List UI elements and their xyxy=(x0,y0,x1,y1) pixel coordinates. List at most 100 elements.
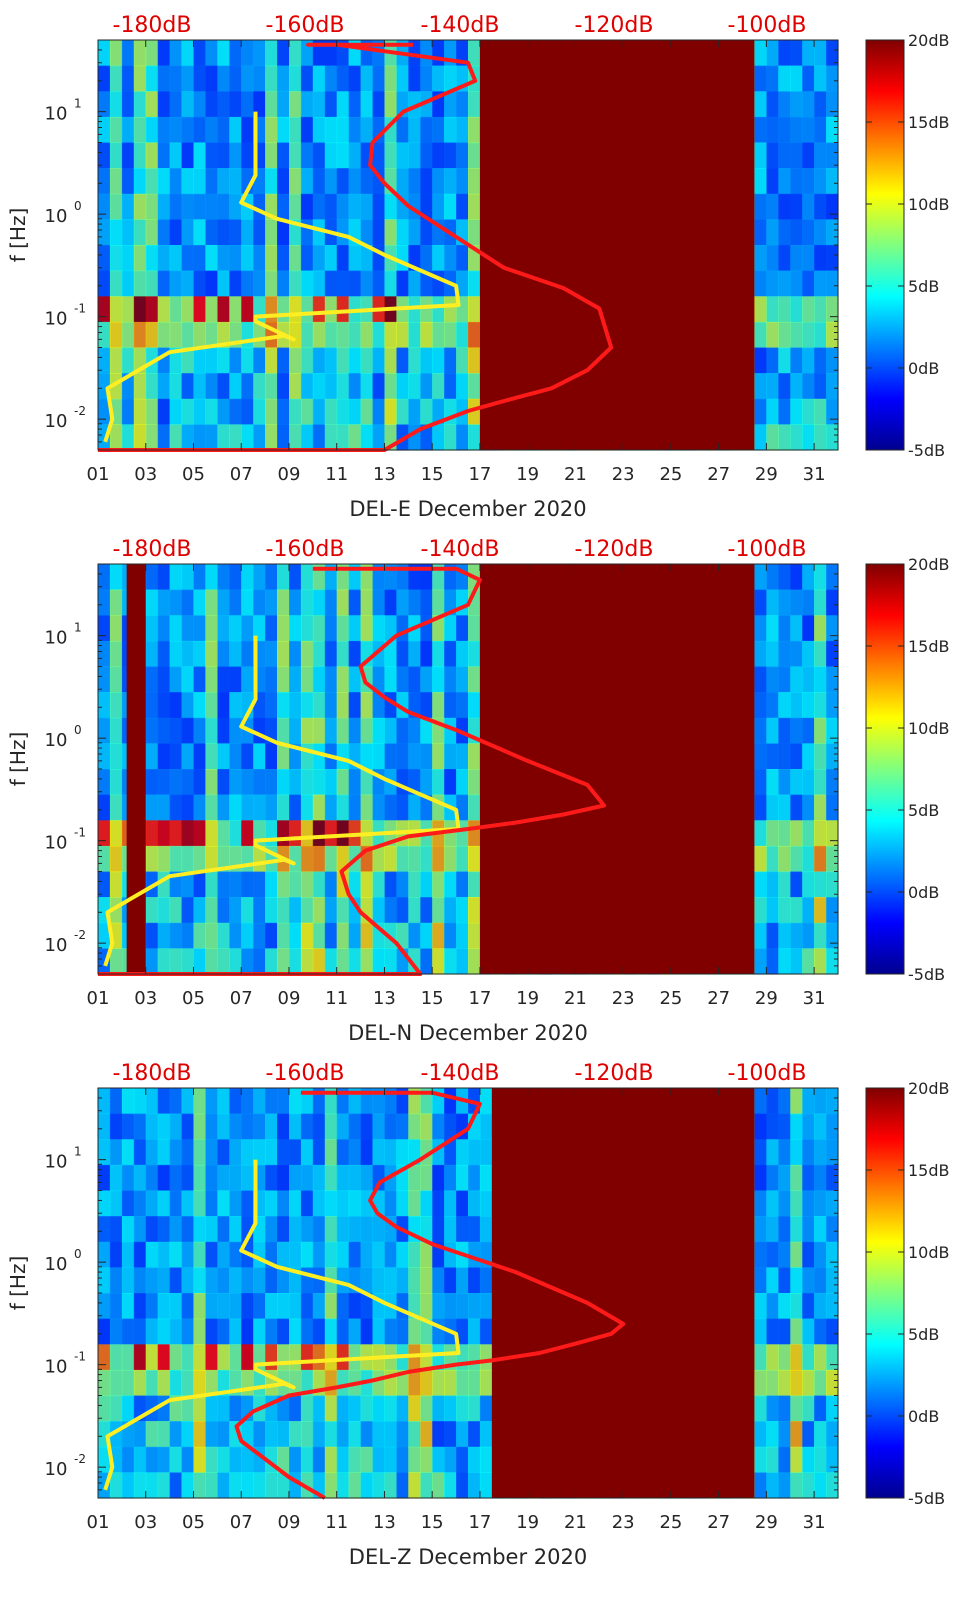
spectrogram-cell xyxy=(289,91,302,118)
spectrogram-cell xyxy=(312,640,326,668)
spectrogram-cell xyxy=(229,1293,242,1320)
spectrogram-cell xyxy=(300,1446,314,1473)
spectrogram-cell xyxy=(778,692,791,719)
spectrogram-cell xyxy=(157,1267,171,1294)
spectrogram-cell xyxy=(277,1113,290,1140)
spectrogram-cell xyxy=(444,666,457,693)
spectrogram-cell xyxy=(384,1113,397,1140)
spectrogram-cell xyxy=(241,373,254,400)
spectrogram-cell xyxy=(778,219,791,246)
spectrogram-cell xyxy=(360,589,374,616)
spectrogram-cell xyxy=(98,219,111,246)
spectrogram-cell xyxy=(312,1446,326,1473)
spectrogram-cell xyxy=(360,1241,374,1268)
spectrogram-cell xyxy=(145,820,159,847)
spectrogram-cell xyxy=(98,347,111,374)
spectrogram-cell xyxy=(289,193,302,220)
spectrogram-cell xyxy=(145,717,159,744)
spectrogram-cell xyxy=(217,871,230,898)
spectrogram-cell xyxy=(432,1216,445,1243)
spectrogram-cell xyxy=(826,245,839,272)
spectrogram-cell xyxy=(408,270,421,297)
spectrogram-cell xyxy=(193,1395,206,1422)
spectrogram-cell xyxy=(766,1164,779,1192)
spectrogram-cell xyxy=(193,424,206,451)
spectrogram-cell xyxy=(802,1472,815,1499)
spectrogram-cell xyxy=(121,1113,135,1140)
spectrogram-cell xyxy=(312,168,326,195)
spectrogram-cell xyxy=(265,871,278,898)
spectrogram-cell xyxy=(229,922,242,949)
spectrogram-cell xyxy=(826,820,839,847)
spectrogram-cell xyxy=(802,1293,815,1320)
spectrogram-cell xyxy=(289,1369,302,1397)
spectrogram-cell xyxy=(826,666,839,693)
spectrogram-cell xyxy=(384,142,397,169)
spectrogram-cell xyxy=(217,1369,230,1397)
spectrogram-cell xyxy=(408,398,421,425)
spectrogram-cell xyxy=(229,948,242,975)
x-tick-label: 11 xyxy=(325,464,348,485)
spectrogram-cell xyxy=(444,1113,457,1140)
spectrogram-cell xyxy=(181,168,194,195)
spectrogram-cell xyxy=(205,615,218,642)
spectrogram-cell xyxy=(802,424,815,451)
spectrogram-cell xyxy=(109,1113,123,1140)
spectrogram-cell xyxy=(372,1164,385,1192)
spectrogram-cell xyxy=(145,922,159,949)
spectrogram-cell xyxy=(432,769,445,796)
spectrogram-cell xyxy=(157,1318,171,1345)
spectrogram-cell xyxy=(121,321,135,349)
spectrogram-cell xyxy=(468,1369,481,1397)
spectrogram-cell xyxy=(754,692,767,719)
spectrogram-cell xyxy=(289,922,302,949)
spectrogram-cell xyxy=(778,1241,791,1268)
spectrogram-cell xyxy=(766,589,779,616)
spectrogram-cell xyxy=(814,424,827,451)
spectrogram-cell xyxy=(396,1395,409,1422)
spectrogram-cell xyxy=(324,922,338,949)
spectrogram-cell xyxy=(420,871,433,898)
spectrogram-cell xyxy=(169,640,183,668)
spectrogram-cell xyxy=(229,1216,242,1243)
spectrogram-cell xyxy=(217,65,230,92)
spectrogram-cell xyxy=(432,948,445,975)
spectrogram-cell xyxy=(300,1139,314,1166)
spectrogram-cell xyxy=(157,321,171,349)
spectrogram-cell xyxy=(348,398,362,425)
spectrogram-cell xyxy=(432,65,445,92)
spectrogram-cell xyxy=(181,1139,194,1166)
spectrogram-cell xyxy=(169,1318,183,1345)
spectrogram-cell xyxy=(802,948,815,975)
spectrogram-cell xyxy=(133,1369,147,1397)
spectrogram-cell xyxy=(396,398,409,425)
spectrogram-cell xyxy=(826,692,839,719)
spectrogram-cell xyxy=(408,666,421,693)
spectrogram-cell xyxy=(300,1190,314,1217)
spectrogram-cell xyxy=(300,692,314,719)
spectrogram-cell xyxy=(468,321,481,349)
spectrogram-cell xyxy=(802,1267,815,1294)
spectrogram-cell xyxy=(384,1472,397,1499)
colorbar-tick-label: 0dB xyxy=(908,1407,939,1426)
spectrogram-cell xyxy=(98,615,111,642)
spectrogram-cell xyxy=(98,871,111,898)
spectrogram-cell xyxy=(217,845,230,873)
spectrogram-cell xyxy=(468,1395,481,1422)
spectrogram-cell xyxy=(217,589,230,616)
spectrogram-cell xyxy=(396,1139,409,1166)
spectrogram-cell xyxy=(456,1318,469,1345)
spectrogram-cell xyxy=(121,1190,135,1217)
x-tick-label: 29 xyxy=(755,464,778,485)
spectrogram-cell xyxy=(265,1216,278,1243)
x-tick-label: 21 xyxy=(564,988,587,1009)
spectrogram-cell xyxy=(826,1318,839,1345)
spectrogram-cell xyxy=(181,65,194,92)
spectrogram-cell xyxy=(157,1241,171,1268)
spectrogram-cell xyxy=(396,743,409,770)
spectrogram-cell xyxy=(133,245,147,272)
spectrogram-cell xyxy=(312,897,326,924)
x-tick-label: 19 xyxy=(516,988,539,1009)
spectrogram-cell xyxy=(778,820,791,847)
